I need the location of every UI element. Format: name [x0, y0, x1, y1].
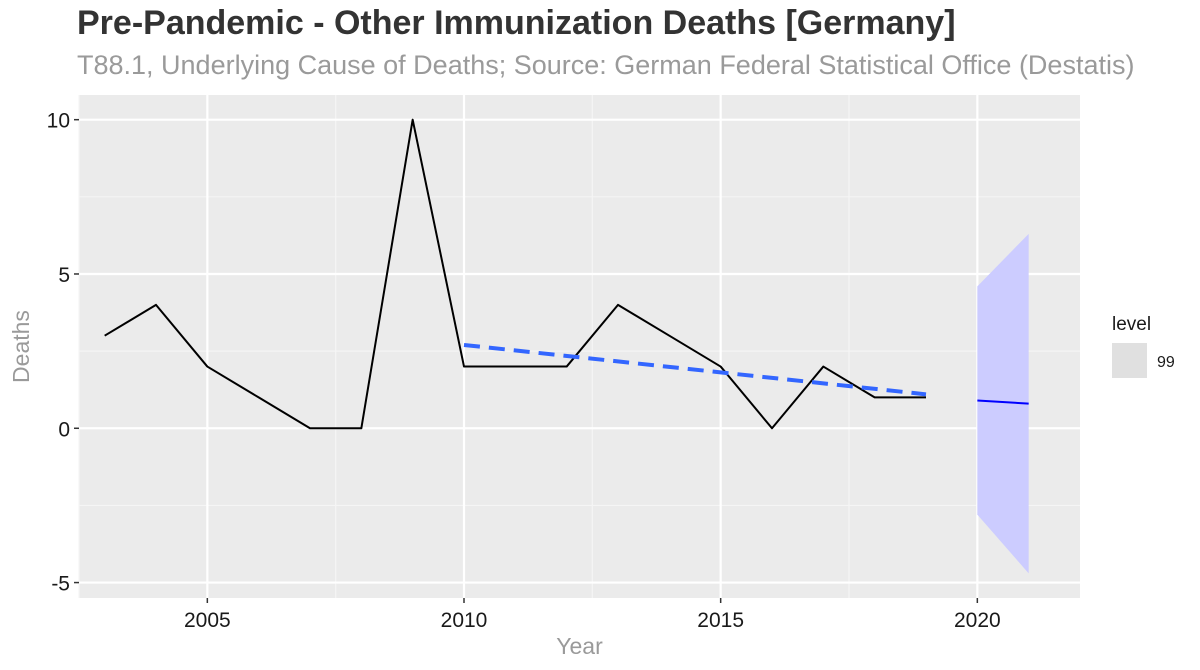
y-axis-title: Deaths — [8, 310, 34, 383]
forecast-band — [977, 233, 1029, 574]
x-tick-label: 2015 — [697, 609, 744, 632]
y-tick-label: 0 — [58, 418, 70, 441]
x-tick-label: 2005 — [184, 609, 231, 632]
y-tick-label: 10 — [47, 110, 70, 133]
legend-key-swatch — [1112, 343, 1147, 378]
legend-item-label: 99 — [1157, 354, 1175, 371]
minor-grid — [78, 95, 1080, 598]
forecast-band-layer — [977, 233, 1029, 574]
x-tick-label: 2020 — [954, 609, 1001, 632]
legend: level 99 — [1112, 314, 1175, 378]
plot-panel — [79, 95, 1080, 598]
trend-line — [463, 342, 927, 397]
x-axis-title: Year — [556, 633, 603, 659]
chart-subtitle: T88.1, Underlying Cause of Deaths; Sourc… — [77, 50, 1135, 80]
legend-title: level — [1112, 314, 1151, 335]
axis-ticks: 2005 2010 2015 2020 -5 0 5 10 — [47, 110, 1001, 632]
y-tick-label: -5 — [51, 573, 70, 596]
forecast-line — [977, 399, 1029, 405]
series-layer — [104, 118, 1029, 430]
chart-title: Pre-Pandemic - Other Immunization Deaths… — [77, 4, 956, 42]
deaths-series-line — [104, 118, 926, 430]
x-tick-label: 2010 — [441, 609, 488, 632]
y-tick-label: 5 — [58, 264, 70, 287]
